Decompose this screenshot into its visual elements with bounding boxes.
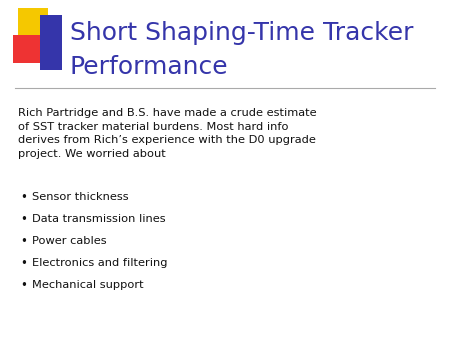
Text: Power cables: Power cables <box>32 236 107 246</box>
Text: Performance: Performance <box>70 55 229 79</box>
Bar <box>40 15 62 70</box>
Bar <box>13 35 46 63</box>
Text: •: • <box>20 213 27 225</box>
Text: Sensor thickness: Sensor thickness <box>32 192 129 202</box>
Bar <box>18 8 48 38</box>
Text: •: • <box>20 279 27 291</box>
Text: Mechanical support: Mechanical support <box>32 280 144 290</box>
Text: Data transmission lines: Data transmission lines <box>32 214 166 224</box>
Text: Rich Partridge and B.S. have made a crude estimate
of SST tracker material burde: Rich Partridge and B.S. have made a crud… <box>18 108 317 159</box>
Text: •: • <box>20 257 27 269</box>
Text: Short Shaping-Time Tracker: Short Shaping-Time Tracker <box>70 21 414 45</box>
Text: •: • <box>20 191 27 203</box>
Text: Electronics and filtering: Electronics and filtering <box>32 258 167 268</box>
Text: •: • <box>20 235 27 247</box>
